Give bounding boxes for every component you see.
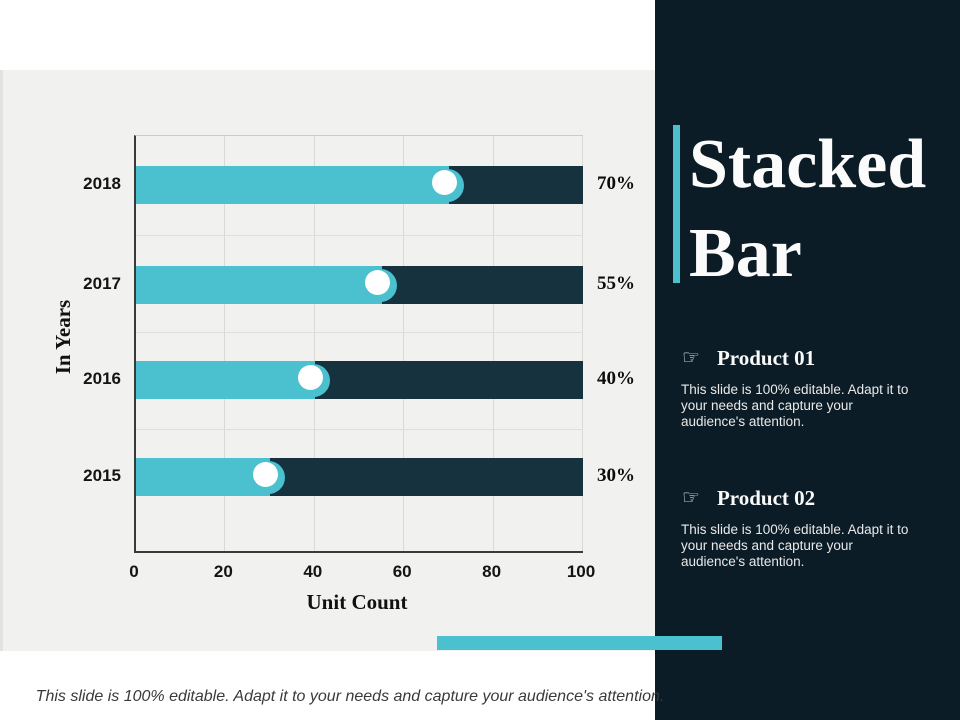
side-panel: Stacked Bar ☞ Product 01 This slide is 1…	[655, 0, 960, 720]
product1-description: This slide is 100% editable. Adapt it to…	[681, 382, 909, 429]
chart-bar-row	[136, 458, 583, 496]
x-axis-title: Unit Count	[306, 590, 408, 614]
bar-marker	[296, 363, 330, 397]
bar-marker-dot	[253, 461, 279, 487]
category-label: 2017	[83, 274, 121, 293]
x-tick-label: 40	[303, 562, 323, 581]
value-label: 70%	[597, 173, 635, 194]
gridline-vertical	[492, 136, 494, 551]
bar-marker	[430, 168, 464, 202]
category-label: 2015	[83, 466, 121, 485]
chart-bar-row	[136, 361, 583, 399]
bar-segment-product01	[136, 266, 382, 304]
x-tick-label: 0	[129, 562, 139, 581]
gridline-vertical	[403, 136, 405, 551]
gridline-vertical	[224, 136, 226, 551]
chart-bar-row	[136, 266, 583, 304]
product2-heading: ☞ Product 02	[682, 485, 942, 511]
product1-heading-label: Product 01	[716, 345, 816, 370]
plot-area	[134, 135, 583, 553]
chart-bar-row	[136, 166, 583, 204]
category-label: 2018	[83, 174, 121, 193]
pointing-hand-icon: ☞	[682, 347, 700, 369]
gridline-vertical	[582, 136, 583, 551]
chart-panel: 2018 2017 2016 2015 70% 55% 40% 30% 0 20 40 60 80 1…	[0, 70, 658, 651]
x-tick-label: 100	[566, 562, 596, 581]
slide-title-line1: Stacked	[689, 126, 927, 203]
bar-marker-dot	[297, 364, 323, 390]
value-label: 30%	[597, 465, 635, 486]
bar-segment-product01	[136, 458, 271, 496]
bar-marker	[363, 268, 397, 302]
y-axis-title: In Years	[51, 299, 75, 375]
x-tick-label: 60	[392, 562, 412, 581]
category-label: 2016	[83, 369, 121, 388]
gridline-horizontal	[136, 332, 583, 333]
product2-description: This slide is 100% editable. Adapt it to…	[681, 522, 909, 569]
bar-marker	[252, 460, 286, 494]
bar-marker-dot	[364, 269, 390, 295]
bar-segment-product01	[136, 361, 315, 399]
title-accent-bar	[673, 125, 680, 283]
x-tick-label: 80	[482, 562, 502, 581]
slide-title: Stacked Bar	[689, 120, 949, 298]
gridline-horizontal	[136, 235, 583, 236]
product2-heading-label: Product 02	[716, 485, 816, 510]
gridline-vertical	[313, 136, 315, 551]
footer-note: This slide is 100% editable. Adapt it to…	[35, 688, 665, 705]
x-tick-label: 20	[213, 562, 233, 581]
footer-accent-bar	[437, 636, 722, 650]
product1-heading: ☞ Product 01	[682, 345, 942, 371]
value-label: 40%	[597, 368, 635, 389]
value-label: 55%	[597, 273, 635, 294]
pointing-hand-icon: ☞	[682, 487, 700, 509]
gridline-horizontal	[136, 429, 583, 430]
slide-title-line2: Bar	[689, 215, 802, 292]
bar-segment-product01	[136, 166, 449, 204]
bar-marker-dot	[431, 169, 457, 195]
